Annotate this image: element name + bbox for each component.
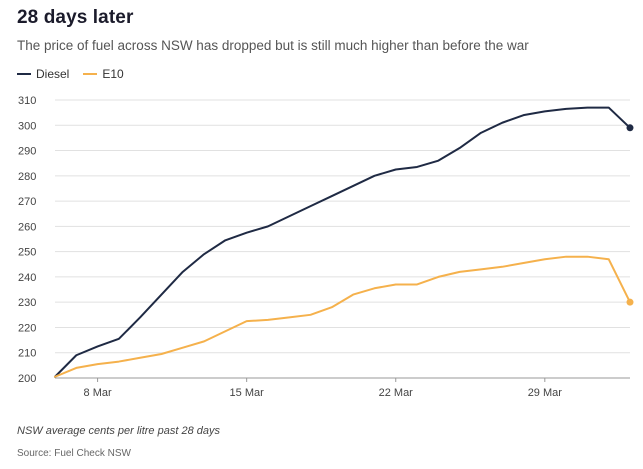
legend-label-e10: E10 xyxy=(102,67,124,81)
y-tick-label: 250 xyxy=(18,247,36,259)
series-group xyxy=(54,106,634,378)
y-tick-label: 240 xyxy=(18,272,36,284)
series-line-e10 xyxy=(54,255,631,378)
y-tick-label: 230 xyxy=(18,297,36,309)
y-tick-label: 210 xyxy=(18,348,36,360)
x-tick-label: 15 Mar xyxy=(230,387,265,399)
line-chart: 200 210 220 230 240 250 260 270 280 290 300 310 8 M… xyxy=(18,95,634,399)
legend-swatch-diesel xyxy=(17,73,31,75)
legend: Diesel E10 xyxy=(17,67,124,81)
series-line-diesel xyxy=(54,106,631,378)
x-tick-label: 22 Mar xyxy=(379,387,414,399)
x-tick-label: 29 Mar xyxy=(528,387,563,399)
x-axis: 8 Mar 15 Mar 22 Mar 29 Mar xyxy=(84,378,563,399)
chart-subtitle: The price of fuel across NSW has dropped… xyxy=(17,38,529,53)
chart-source: Source: Fuel Check NSW xyxy=(17,448,131,459)
legend-item-e10: E10 xyxy=(83,67,124,81)
legend-label-diesel: Diesel xyxy=(36,67,70,81)
y-tick-label: 300 xyxy=(18,120,36,132)
y-axis: 200 210 220 230 240 250 260 270 280 290 300 310 xyxy=(18,95,36,385)
legend-swatch-e10 xyxy=(83,73,98,75)
legend-item-diesel: Diesel xyxy=(17,67,69,81)
y-tick-label: 260 xyxy=(18,221,36,233)
y-tick-label: 310 xyxy=(18,95,36,107)
y-tick-label: 290 xyxy=(18,146,36,158)
y-tick-label: 270 xyxy=(18,196,36,208)
y-tick-label: 280 xyxy=(18,171,36,183)
gridlines xyxy=(55,99,630,379)
chart-note: NSW average cents per litre past 28 days xyxy=(17,425,220,437)
y-tick-label: 200 xyxy=(18,373,36,385)
series-endpoint-e10 xyxy=(626,298,634,306)
series-endpoint-diesel xyxy=(626,124,634,132)
chart-title: 28 days later xyxy=(17,7,134,28)
y-tick-label: 220 xyxy=(18,322,36,334)
x-tick-label: 8 Mar xyxy=(84,387,112,399)
